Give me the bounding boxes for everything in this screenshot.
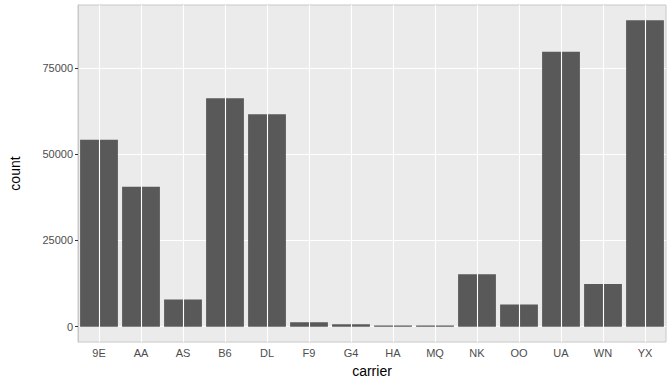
svg-text:OO: OO (510, 347, 528, 359)
svg-text:50000: 50000 (42, 148, 73, 160)
svg-text:0: 0 (67, 321, 73, 333)
svg-text:G4: G4 (344, 347, 359, 359)
svg-text:UA: UA (553, 347, 569, 359)
svg-text:WN: WN (594, 347, 612, 359)
svg-text:9E: 9E (92, 347, 105, 359)
svg-text:AA: AA (134, 347, 149, 359)
svg-text:NK: NK (469, 347, 485, 359)
svg-text:75000: 75000 (42, 62, 73, 74)
svg-text:F9: F9 (303, 347, 316, 359)
svg-text:DL: DL (260, 347, 274, 359)
svg-text:MQ: MQ (426, 347, 444, 359)
svg-text:YX: YX (638, 347, 653, 359)
svg-text:25000: 25000 (42, 234, 73, 246)
svg-text:count: count (7, 156, 23, 190)
svg-text:HA: HA (385, 347, 401, 359)
svg-text:B6: B6 (218, 347, 231, 359)
svg-text:AS: AS (176, 347, 191, 359)
svg-text:carrier: carrier (352, 363, 392, 379)
